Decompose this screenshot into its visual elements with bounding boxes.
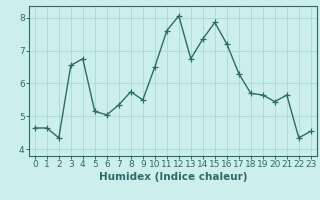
- X-axis label: Humidex (Indice chaleur): Humidex (Indice chaleur): [99, 172, 247, 182]
